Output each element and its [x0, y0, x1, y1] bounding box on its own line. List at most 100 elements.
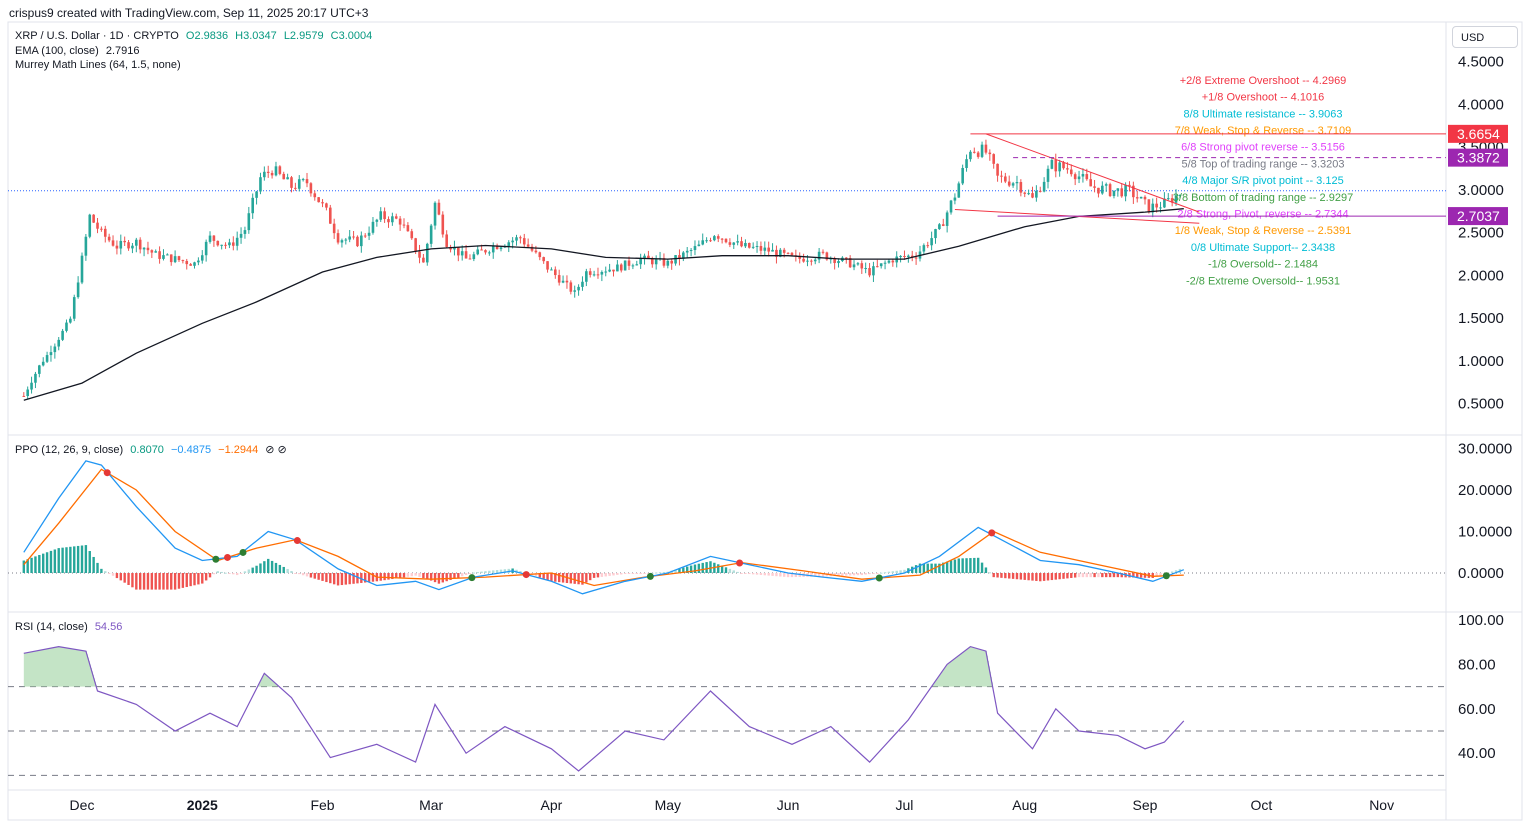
rsi-tick-label: 100.00: [1458, 612, 1504, 629]
murrey-legend[interactable]: Murrey Math Lines (64, 1.5, none): [15, 59, 181, 71]
rsi-overbought-fill: [956, 657, 959, 687]
time-tick-label: Sep: [1133, 797, 1158, 813]
candle: [1139, 196, 1143, 199]
candle: [1066, 168, 1069, 170]
candle: [709, 240, 712, 242]
ppo-histogram-bar: [965, 558, 968, 573]
rsi-overbought-fill: [948, 663, 951, 687]
ppo-histogram-bar: [821, 573, 825, 577]
candle: [383, 211, 386, 220]
candle: [1120, 188, 1124, 197]
ppo-histogram-bar: [930, 563, 933, 573]
rsi-overbought-fill: [976, 648, 979, 687]
rsi-overbought-fill: [73, 649, 76, 687]
candle: [1108, 184, 1112, 197]
rsi-overbought-fill: [27, 652, 30, 687]
ppo-histogram-bar: [426, 573, 429, 580]
candle: [499, 247, 503, 250]
candle: [379, 211, 383, 220]
price-tick-label: 3.0000: [1458, 182, 1504, 199]
ppo-histogram-bar: [177, 573, 181, 589]
candle: [138, 239, 142, 250]
candle: [197, 260, 200, 263]
candle: [1170, 198, 1174, 203]
ppo-histogram-bar: [969, 558, 972, 573]
price-tick-label: 2.0000: [1458, 267, 1504, 284]
ppo-histogram-bar: [298, 573, 301, 575]
candle: [810, 260, 813, 262]
candle: [414, 238, 417, 252]
ppo-histogram-bar: [243, 571, 247, 573]
rsi-overbought-fill: [268, 677, 271, 687]
rsi-overbought-fill: [965, 650, 968, 687]
ppo-histogram-bar: [61, 547, 64, 573]
candle: [228, 242, 231, 246]
symbol-title[interactable]: XRP / U.S. Dollar · 1D · CRYPTO: [15, 30, 179, 42]
ppo-histogram-bar: [678, 568, 681, 573]
ppo-histogram-bar: [1046, 573, 1050, 581]
ppo-legend[interactable]: PPO (12, 26, 9, close) 0.8070 −0.4875 −1…: [15, 443, 287, 456]
ppo-histogram-bar: [976, 557, 980, 573]
ppo-histogram-bar: [949, 560, 953, 573]
ppo-histogram-bar: [697, 563, 701, 573]
candle: [519, 237, 522, 239]
rsi-overbought-fill: [66, 647, 69, 687]
ppo-histogram-bar: [313, 573, 316, 579]
ppo-histogram-bar: [662, 571, 666, 573]
candle: [868, 268, 871, 276]
ppo-histogram-bar: [290, 570, 293, 573]
ppo-histogram-bar: [945, 561, 949, 573]
time-tick-label: Aug: [1012, 797, 1037, 813]
candle: [193, 262, 196, 266]
ppo-histogram-bar: [224, 572, 227, 574]
ppo-histogram-bar: [732, 570, 735, 573]
rsi-overbought-fill: [53, 647, 56, 687]
candle: [1000, 175, 1003, 177]
candle: [949, 200, 953, 213]
rsi-overbought-fill: [259, 682, 262, 687]
ppo-histogram-bar: [270, 560, 274, 573]
ppo-histogram-bar: [651, 572, 654, 574]
candle: [813, 259, 817, 262]
candle: [1004, 176, 1007, 182]
ppo-histogram-bar: [65, 547, 68, 573]
ppo-histogram-bar: [635, 573, 638, 574]
ppo-histogram-bar: [918, 563, 922, 573]
candle: [926, 245, 930, 247]
ppo-histogram-bar: [759, 573, 763, 575]
rsi-overbought-fill: [933, 683, 936, 687]
ppo-histogram-bar: [658, 572, 662, 574]
candle: [1104, 184, 1108, 186]
candle: [45, 355, 49, 362]
candle: [744, 242, 747, 247]
candle: [833, 258, 836, 264]
candle: [103, 228, 107, 237]
ppo-histogram-bar: [69, 546, 72, 573]
ppo-histogram-bar: [301, 573, 305, 576]
candle: [1081, 174, 1085, 177]
candle: [212, 235, 216, 241]
rsi-overbought-fill: [76, 649, 79, 687]
ppo-histogram-bar: [453, 573, 456, 579]
rsi-tick-label: 60.00: [1458, 701, 1496, 718]
candle: [1159, 207, 1162, 209]
candle: [1163, 198, 1166, 208]
ema-legend[interactable]: EMA (100, close) 2.7916: [15, 45, 139, 57]
candle: [922, 245, 926, 252]
rsi-legend[interactable]: RSI (14, close) 54.56: [15, 621, 122, 633]
rsi-tick-label: 80.00: [1458, 656, 1496, 673]
candle: [779, 249, 782, 257]
ppo-histogram-bar: [247, 569, 251, 573]
ppo-histogram-bar: [80, 545, 84, 573]
candle: [561, 280, 565, 283]
ppo-histogram-bar: [476, 572, 479, 574]
ppo-histogram-bar: [879, 572, 883, 574]
currency-button[interactable]: USD: [1452, 26, 1518, 48]
ppo-histogram-bar: [709, 561, 712, 573]
candle: [767, 247, 770, 252]
rsi-overbought-fill: [70, 648, 73, 687]
ppo-visibility-icons[interactable]: ⊘ ⊘: [265, 444, 287, 456]
candle: [554, 269, 557, 276]
ppo-histogram-bar: [429, 573, 433, 581]
